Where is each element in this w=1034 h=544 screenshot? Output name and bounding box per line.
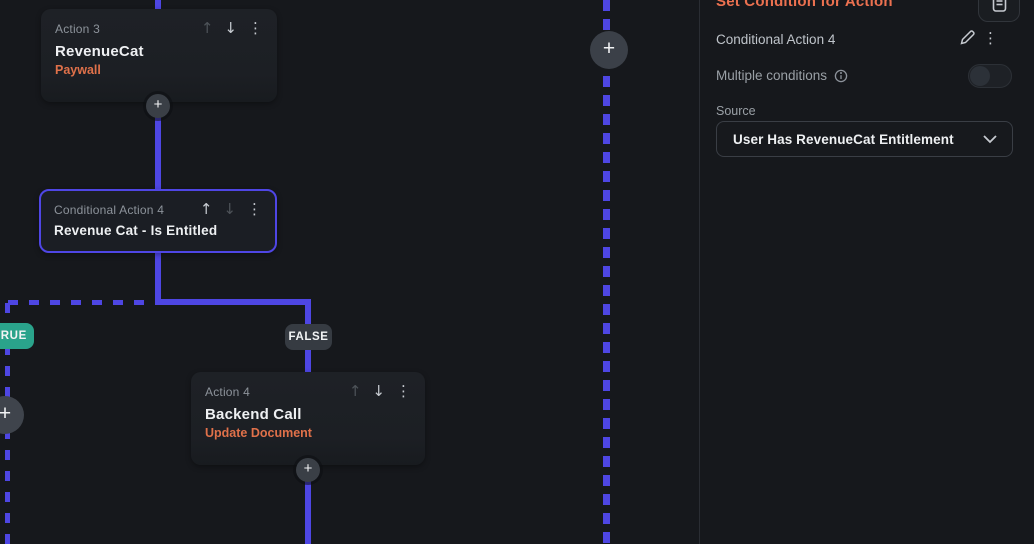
move-up-icon[interactable]: ↑ <box>200 19 214 37</box>
action-node-title: Revenue Cat - Is Entitled <box>54 223 218 238</box>
action-node-3[interactable]: Action 3 ↑ ↓ ⋮ RevenueCat Paywall <box>41 9 277 102</box>
add-action-main-branch-button[interactable]: + <box>590 31 628 69</box>
kebab-menu-icon[interactable]: ⋮ <box>396 382 411 400</box>
condition-action-name: Conditional Action 4 <box>716 32 836 47</box>
toggle-knob <box>970 66 990 86</box>
add-action-true-branch-button[interactable]: + <box>0 396 24 434</box>
action-node-subtitle: Update Document <box>205 426 312 440</box>
connector-conditional-down <box>155 251 161 304</box>
connector-true-horizontal-dashed <box>8 300 155 305</box>
move-down-icon[interactable]: ↓ <box>223 200 236 218</box>
false-branch-badge: FALSE <box>285 324 332 350</box>
chevron-down-icon <box>982 134 998 144</box>
action-node-label: Action 3 <box>55 21 100 36</box>
move-up-icon[interactable]: ↑ <box>199 200 213 218</box>
action-node-4[interactable]: Action 4 ↑ ↓ ⋮ Backend Call Update Docum… <box>191 372 425 465</box>
action-node-title: Backend Call <box>205 406 302 423</box>
info-icon[interactable] <box>834 69 848 83</box>
multiple-conditions-label: Multiple conditions <box>716 68 828 83</box>
connector-action3-to-conditional <box>155 98 161 190</box>
edit-pencil-icon[interactable] <box>959 29 976 51</box>
true-branch-badge: TRUE <box>0 323 34 349</box>
move-down-icon[interactable]: ↓ <box>224 19 237 37</box>
kebab-menu-icon[interactable]: ⋮ <box>248 19 263 37</box>
add-action-button[interactable]: + <box>296 458 320 482</box>
source-label: Source <box>716 104 756 118</box>
kebab-menu-icon[interactable]: ⋮ <box>247 200 262 218</box>
set-condition-panel: Set Condition for Action Conditional Act… <box>699 0 1034 544</box>
multiple-conditions-toggle[interactable] <box>968 64 1012 88</box>
action-node-label: Conditional Action 4 <box>54 202 165 217</box>
connector-into-action3 <box>155 0 161 10</box>
action-node-label: Action 4 <box>205 384 250 399</box>
connector-main-branch-dashed <box>603 0 610 544</box>
source-dropdown[interactable]: User Has RevenueCat Entitlement <box>716 121 1013 157</box>
action-node-title: RevenueCat <box>55 43 144 60</box>
move-down-icon[interactable]: ↓ <box>372 382 385 400</box>
add-action-button[interactable]: + <box>146 94 170 118</box>
panel-title: Set Condition for Action <box>716 0 893 10</box>
conditional-action-node-4[interactable]: Conditional Action 4 ↑ ↓ ⋮ Revenue Cat -… <box>39 189 277 253</box>
connector-below-action4 <box>305 462 311 544</box>
source-dropdown-value: User Has RevenueCat Entitlement <box>733 131 954 147</box>
docs-icon <box>991 0 1008 17</box>
multiple-conditions-row: Multiple conditions <box>716 68 848 83</box>
condition-action-row: Conditional Action 4 ⋮ <box>716 29 1018 51</box>
move-up-icon[interactable]: ↑ <box>348 382 362 400</box>
docs-button[interactable] <box>978 0 1020 22</box>
connector-false-horizontal <box>155 299 311 305</box>
action-node-subtitle: Paywall <box>55 63 101 77</box>
kebab-menu-icon[interactable]: ⋮ <box>983 29 998 47</box>
